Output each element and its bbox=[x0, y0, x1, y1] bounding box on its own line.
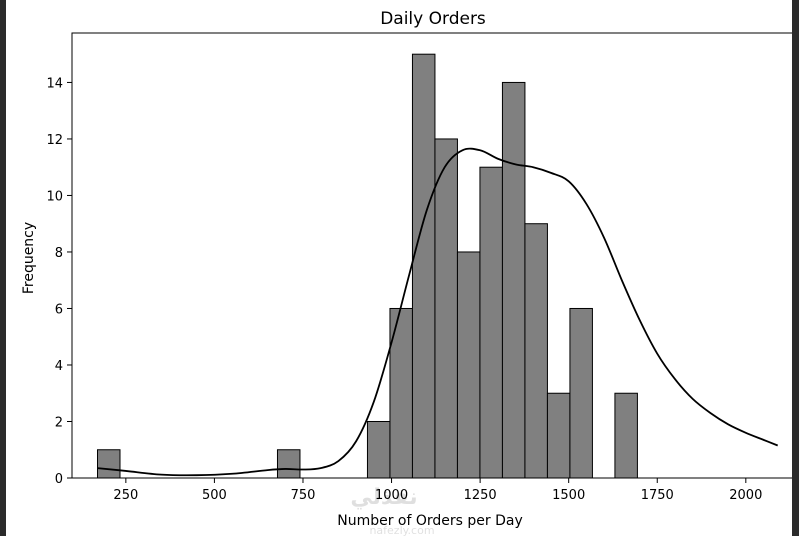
histogram-bar-14 bbox=[411, 53, 436, 479]
watermark-url: nafezly.com bbox=[369, 524, 434, 536]
histogram-bar-19 bbox=[524, 223, 548, 479]
histogram-bar-15 bbox=[434, 138, 458, 479]
y-tick-label: 6 bbox=[55, 302, 63, 317]
plot-frame bbox=[71, 32, 792, 479]
y-tick-label: 2 bbox=[55, 415, 63, 430]
x-axis-ticks: 250 500 750 1000 1250 1500 1750 2000 bbox=[113, 478, 762, 503]
histogram-bar-23 bbox=[614, 392, 638, 479]
x-tick-label: 1500 bbox=[552, 488, 585, 503]
y-tick-label: 0 bbox=[55, 472, 63, 487]
histogram-chart: Daily Orders 250 500 750 1000 1250 1500 1750 20… bbox=[21, 9, 792, 536]
x-tick-label: 1000 bbox=[375, 488, 408, 503]
histogram-bar-18 bbox=[501, 81, 526, 479]
histogram-bar-0 bbox=[97, 449, 121, 479]
histogram-bar-20 bbox=[546, 392, 571, 479]
x-tick-label: 500 bbox=[202, 488, 227, 503]
x-tick-label: 2000 bbox=[729, 488, 762, 503]
chart-title: Daily Orders bbox=[380, 9, 486, 29]
x-axis-label: Number of Orders per Day bbox=[337, 513, 523, 529]
x-tick-label: 250 bbox=[113, 488, 138, 503]
histogram-bar-16 bbox=[456, 251, 481, 479]
watermark-logo: نفذلي bbox=[350, 485, 417, 510]
y-tick-label: 8 bbox=[55, 246, 63, 261]
y-tick-label: 4 bbox=[55, 359, 63, 374]
x-tick-label: 750 bbox=[291, 488, 316, 503]
histogram-bar-17 bbox=[479, 166, 503, 479]
bars-group bbox=[97, 53, 638, 479]
x-tick-label: 1250 bbox=[464, 488, 497, 503]
kde-line bbox=[97, 147, 779, 477]
y-axis-ticks: 0 2 4 6 8 10 12 14 bbox=[46, 76, 72, 487]
y-tick-label: 10 bbox=[46, 189, 63, 204]
histogram-bar-21 bbox=[569, 307, 593, 479]
histogram-bar-12 bbox=[366, 420, 391, 479]
y-tick-label: 14 bbox=[46, 76, 63, 91]
y-tick-label: 12 bbox=[46, 133, 63, 148]
histogram-bar-8 bbox=[276, 449, 301, 479]
y-axis-label: Frequency bbox=[21, 222, 37, 294]
chart-frame: Daily Orders 250 500 750 1000 1250 1500 1750 20… bbox=[6, 0, 792, 536]
x-tick-label: 1750 bbox=[641, 488, 674, 503]
